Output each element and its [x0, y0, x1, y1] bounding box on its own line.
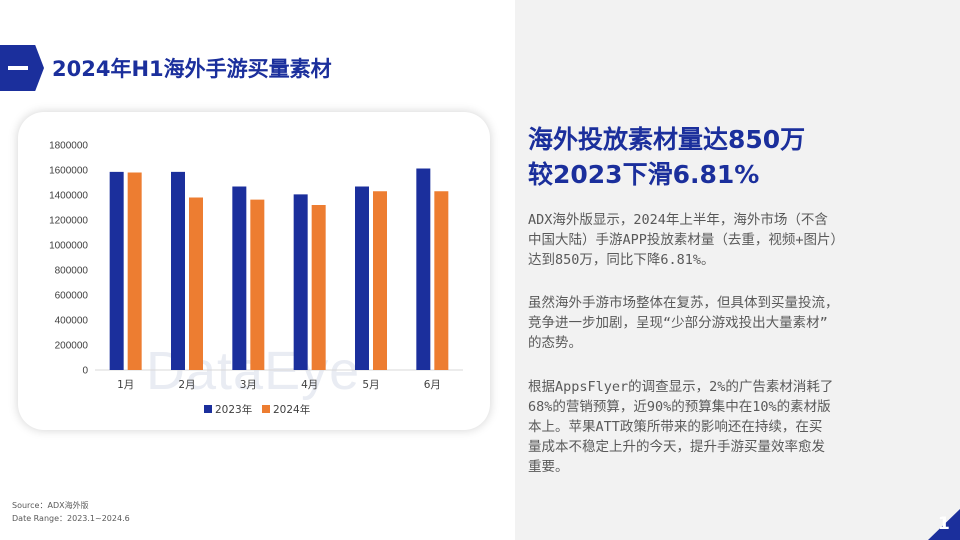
page-title: 2024年H1海外手游买量素材: [52, 57, 332, 81]
bar-2024: [189, 197, 203, 370]
page-number: 1: [938, 514, 950, 534]
y-tick-label: 800000: [55, 266, 89, 277]
chart-card: DataEye 0 200000 400000 600000 800000 1000000…: [18, 112, 490, 430]
x-tick-label: 5月: [362, 379, 379, 391]
legend-swatch: [204, 405, 212, 413]
title-tab-marker: [0, 45, 44, 91]
legend-label: 2023年: [215, 403, 252, 416]
paragraph-line: 量成本不稳定上升的今天，提升手游买量效率愈发: [528, 439, 825, 455]
bar-2024: [127, 172, 142, 370]
headline-line-1: 海外投放素材量达850万: [528, 125, 806, 154]
paragraph-1: ADX海外版显示，2024年上半年，海外市场（不含 中国大陆）手游APP投放素材…: [528, 210, 928, 270]
title-bar: 2024年H1海外手游买量素材: [0, 45, 500, 91]
headline-line-2: 较2023下滑6.81%: [528, 160, 760, 189]
paragraph-line: 重要。: [528, 459, 569, 475]
bar-2023: [355, 186, 369, 370]
y-tick-label: 200000: [55, 341, 89, 352]
date-range-label: Date Range：2023.1~2024.6: [12, 514, 130, 523]
bar-2023: [293, 194, 308, 370]
paragraph-line: 本上。苹果ATT政策所带来的影响还在持续，在买: [528, 419, 823, 435]
paragraph-line: ADX海外版显示，2024年上半年，海外市场（不含: [528, 212, 828, 228]
paragraph-line: 虽然海外手游市场整体在复苏，但具体到买量投流，: [528, 295, 839, 311]
paragraph-line: 的态势。: [528, 335, 582, 351]
bar-2024: [311, 205, 326, 370]
bar-2024: [373, 191, 387, 370]
bar-2024: [434, 191, 449, 370]
paragraph-3: 根据AppsFlyer的调查显示，2%的广告素材消耗了 68%的营销预算，近90…: [528, 377, 928, 477]
legend-label: 2024年: [273, 403, 310, 416]
paragraph-line: 达到850万，同比下降6.81%。: [528, 252, 715, 268]
y-tick-label: 1400000: [49, 191, 88, 202]
paragraph-line: 中国大陆）手游APP投放素材量（去重，视频+图片）: [528, 232, 845, 248]
y-tick-label: 1800000: [49, 141, 88, 152]
y-tick-label: 1000000: [49, 241, 88, 252]
y-tick-label: 400000: [55, 316, 89, 327]
paragraph-line: 68%的营销预算，近90%的预算集中在10%的素材版: [528, 399, 831, 415]
paragraph-line: 根据AppsFlyer的调查显示，2%的广告素材消耗了: [528, 379, 834, 395]
bar-2023: [171, 171, 185, 370]
x-tick-label: 3月: [240, 379, 257, 391]
paragraph-line: 竞争进一步加剧，呈现“少部分游戏投出大量素材”: [528, 315, 828, 331]
right-panel: [515, 0, 960, 540]
x-tick-label: 6月: [424, 379, 441, 391]
legend-swatch: [262, 405, 270, 413]
y-tick-label: 1600000: [49, 166, 88, 177]
y-tick-label: 1200000: [49, 216, 88, 227]
paragraph-2: 虽然海外手游市场整体在复苏，但具体到买量投流， 竞争进一步加剧，呈现“少部分游戏…: [528, 293, 928, 353]
x-tick-label: 4月: [301, 379, 318, 391]
bar-chart: 0 200000 400000 600000 800000 1000000 1200000 1…: [49, 141, 463, 416]
bar-2023: [232, 186, 247, 370]
y-tick-label: 0: [82, 366, 88, 377]
bar-2023: [416, 168, 431, 370]
source-label: Source：ADX海外版: [12, 501, 89, 510]
y-tick-label: 600000: [55, 291, 89, 302]
bar-2024: [250, 199, 265, 370]
x-tick-label: 2月: [178, 379, 195, 391]
bar-2023: [109, 171, 124, 370]
x-tick-label: 1月: [117, 379, 134, 391]
